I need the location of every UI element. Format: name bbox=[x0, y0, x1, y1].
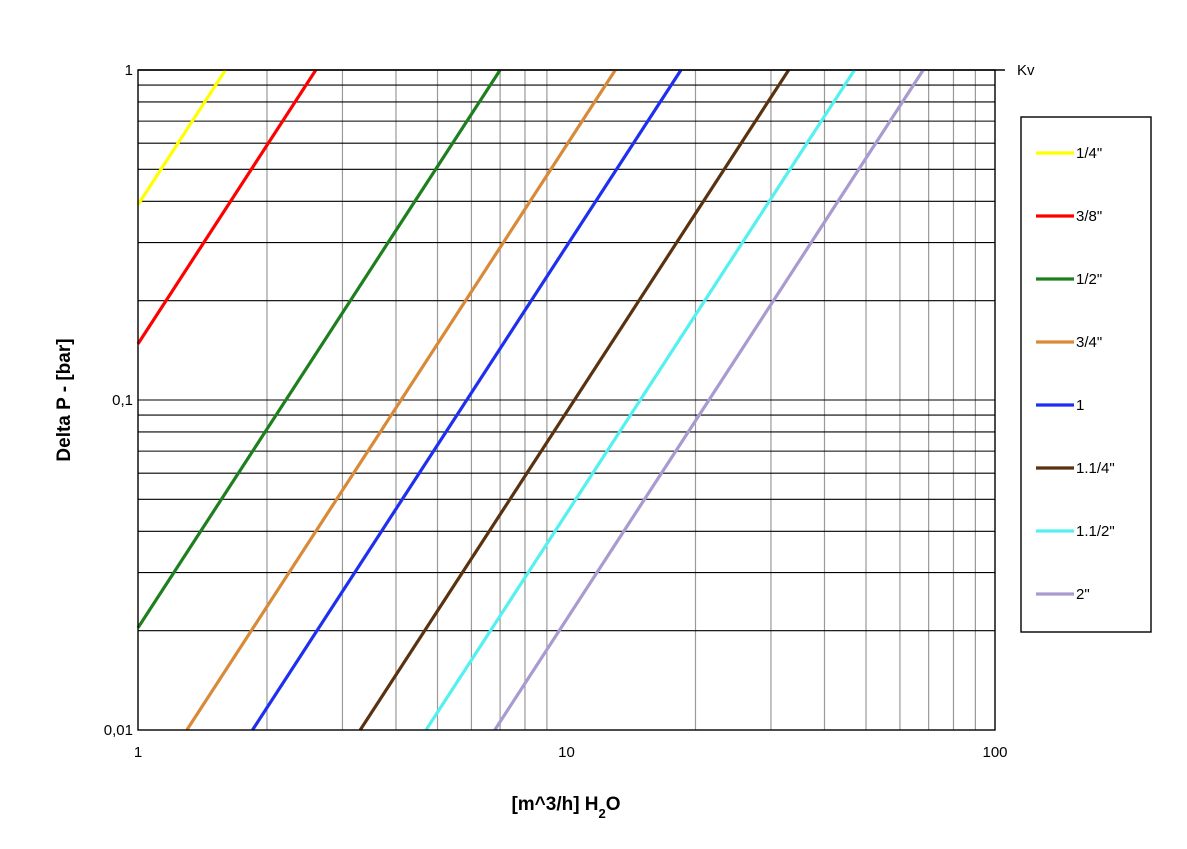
legend-label: 2" bbox=[1076, 586, 1090, 603]
series-line bbox=[185, 69, 617, 731]
legend-label: 1.1/2" bbox=[1076, 523, 1115, 540]
legend-label: 1/4" bbox=[1076, 145, 1102, 162]
x-tick-label: 1 bbox=[134, 744, 142, 761]
corner-label: Kv bbox=[1017, 62, 1035, 79]
series-lines bbox=[136, 69, 925, 731]
y-tick-label: 0,1 bbox=[112, 392, 133, 409]
series-line bbox=[424, 69, 856, 731]
series-line bbox=[136, 69, 227, 206]
y-tick-label: 1 bbox=[125, 62, 133, 79]
series-line bbox=[136, 69, 502, 629]
x-tick-label: 10 bbox=[558, 744, 575, 761]
series-line bbox=[136, 69, 318, 345]
plot-frame bbox=[137, 69, 996, 731]
legend-label: 1 bbox=[1076, 397, 1084, 414]
x-axis-title-subscript: 2 bbox=[599, 806, 606, 821]
legend-label: 1/2" bbox=[1076, 271, 1102, 288]
y-axis-title: Delta P - [bar] bbox=[54, 338, 75, 461]
x-tick-label: 100 bbox=[982, 744, 1007, 761]
series-line bbox=[251, 69, 683, 731]
legend-label: 3/8" bbox=[1076, 208, 1102, 225]
legend-box bbox=[1020, 116, 1152, 633]
grid bbox=[138, 69, 1005, 730]
x-axis-title-prefix: [m^3/h] H bbox=[511, 794, 598, 815]
legend-label: 1.1/4" bbox=[1076, 460, 1115, 477]
legend: 1/4" 3/8" 1/2" 3/4" 1 1.1/4" 1.1/2" 2" bbox=[1036, 145, 1115, 603]
series-line bbox=[493, 69, 925, 731]
x-axis-title-suffix: O bbox=[606, 794, 621, 815]
tick-labels: 1 10 100 1 0,1 0,01 bbox=[104, 62, 1008, 761]
legend-label: 3/4" bbox=[1076, 334, 1102, 351]
y-tick-label: 0,01 bbox=[104, 722, 133, 739]
x-axis-title: [m^3/h] H2O bbox=[511, 794, 620, 821]
series-line bbox=[358, 69, 791, 731]
